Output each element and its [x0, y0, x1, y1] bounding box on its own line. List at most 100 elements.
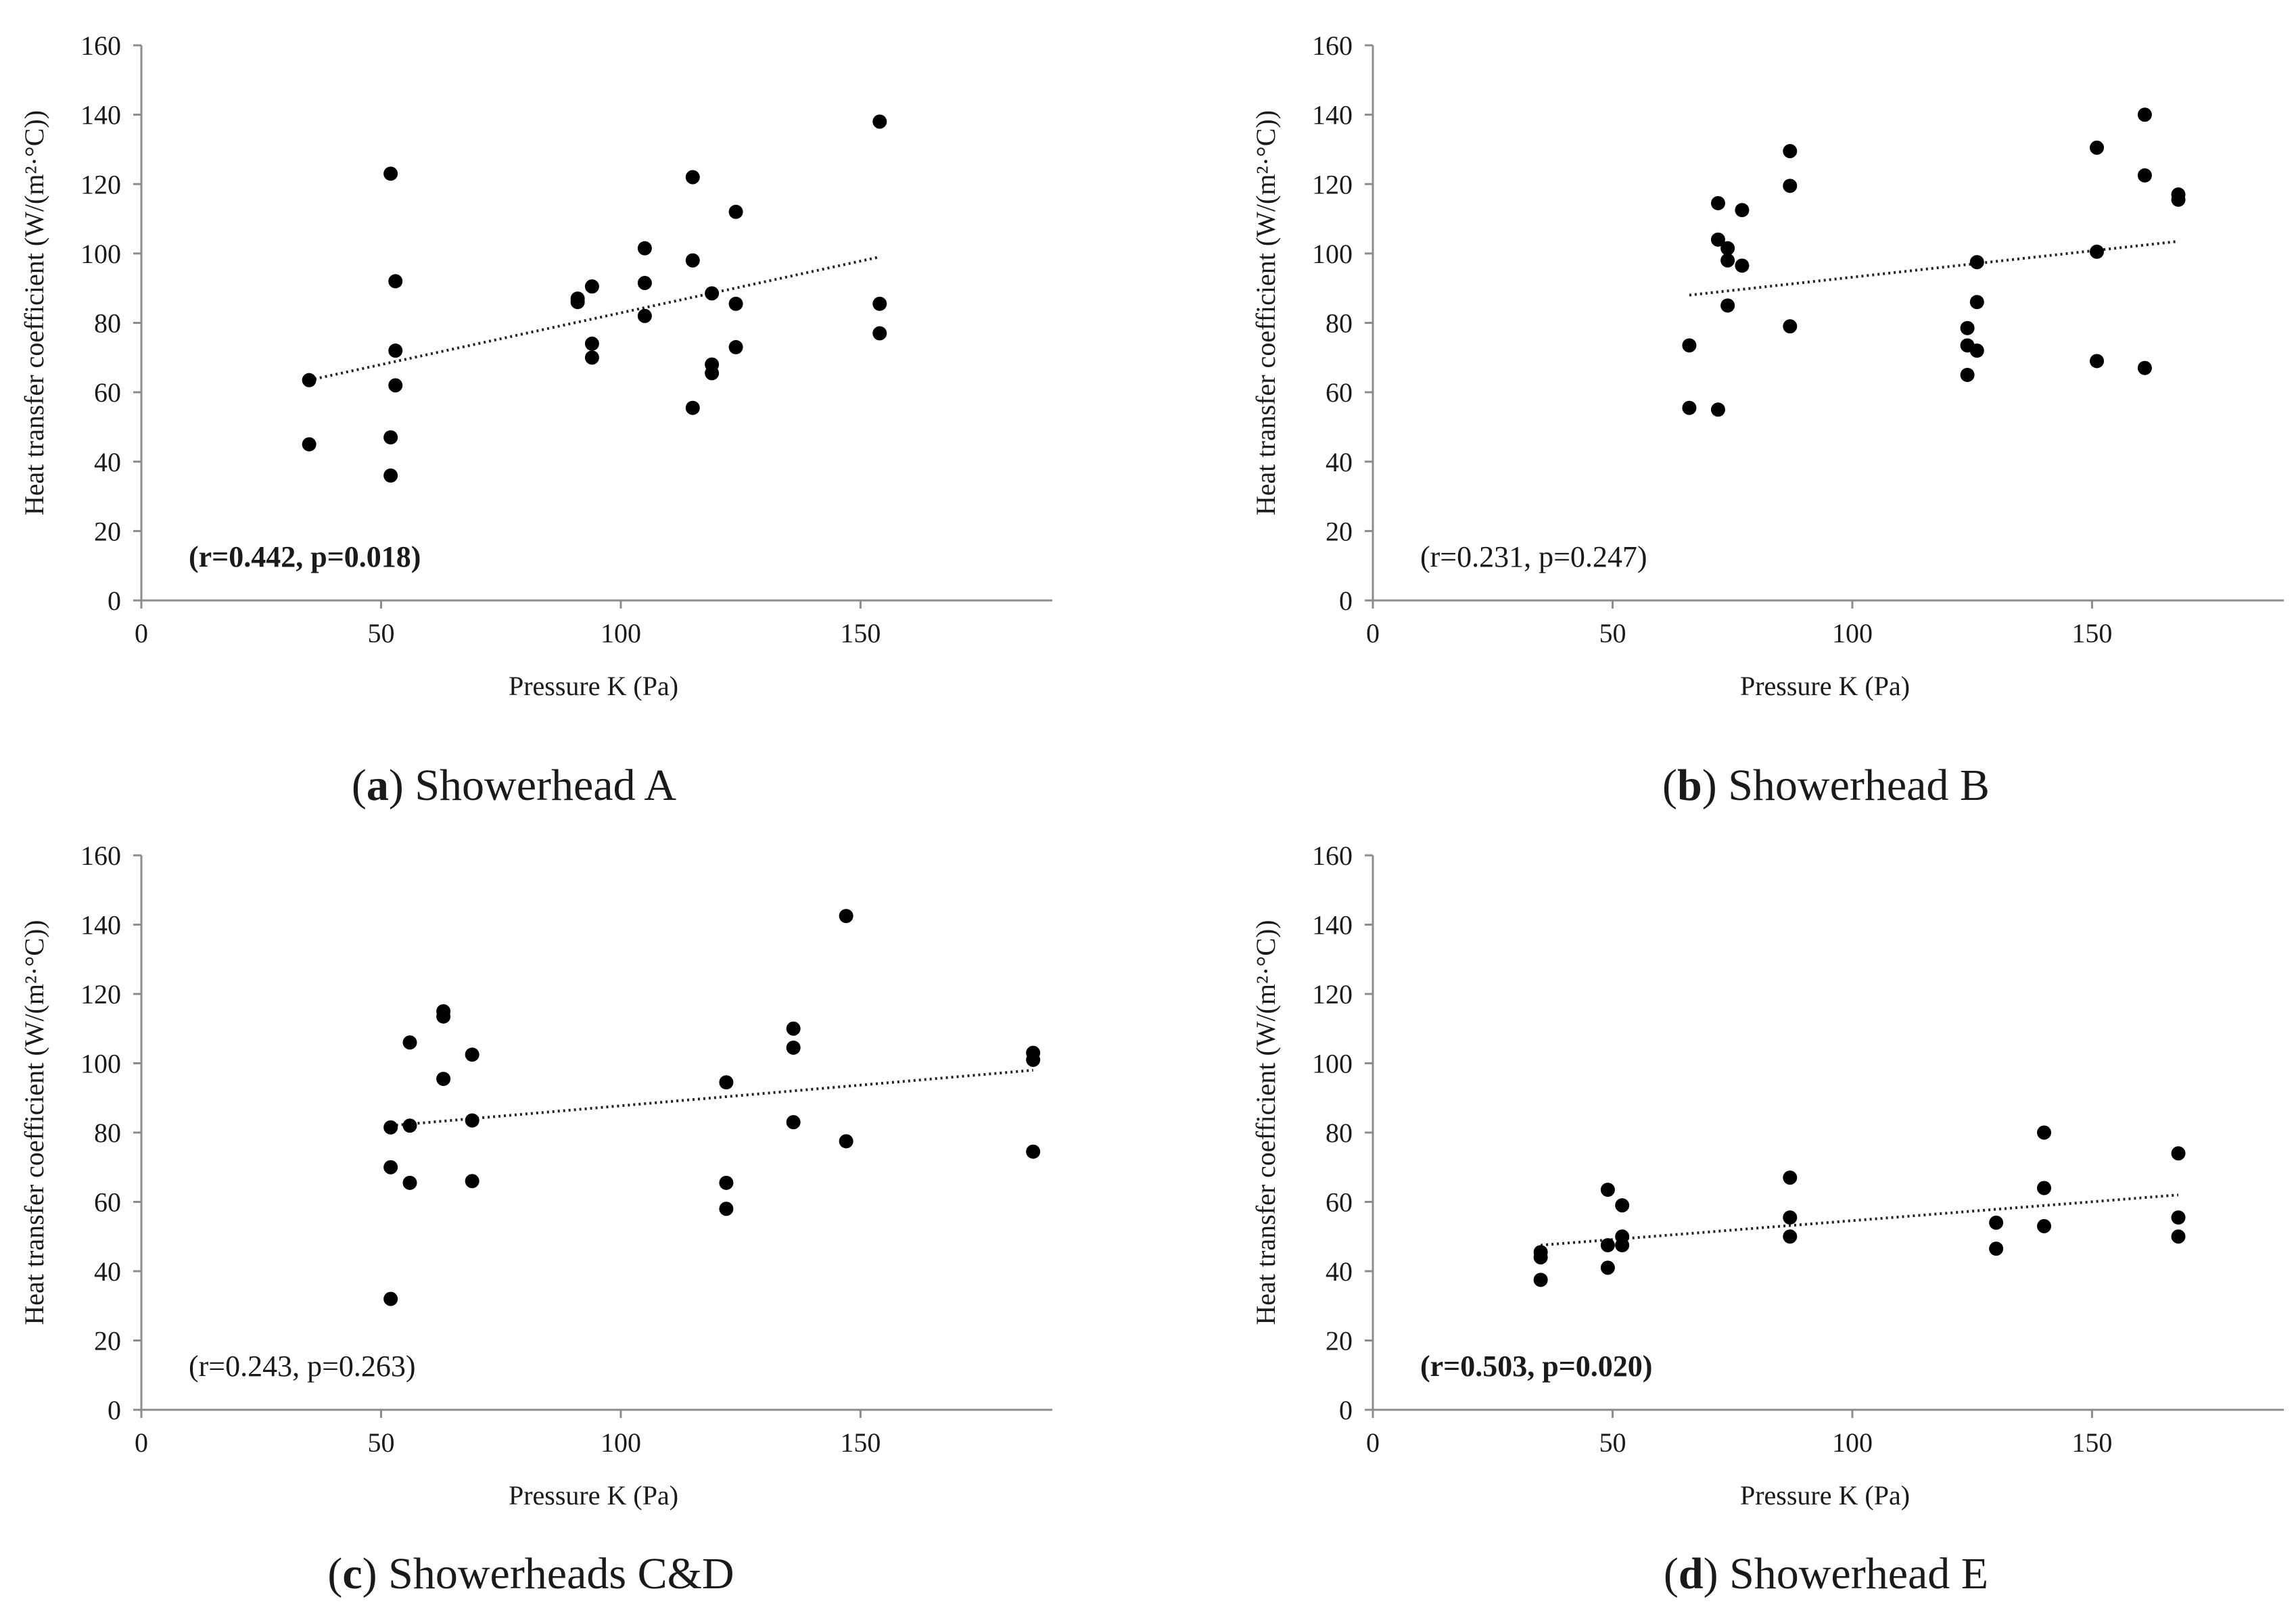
data-point: [1600, 1238, 1615, 1253]
caption-text: Showerhead B: [1728, 761, 1990, 810]
y-tick-label: 140: [1312, 910, 1353, 941]
data-point: [302, 437, 317, 452]
x-axis-title: Pressure K (Pa): [1740, 1480, 1910, 1511]
data-point: [728, 296, 743, 311]
data-point: [728, 204, 743, 219]
data-point: [786, 1115, 801, 1130]
y-tick-label: 160: [1312, 840, 1353, 871]
caption-text: Showerheads C&D: [388, 1549, 734, 1598]
data-point: [1710, 402, 1725, 417]
data-point: [436, 1072, 451, 1087]
data-point: [1783, 319, 1798, 334]
data-point: [1735, 258, 1750, 273]
data-point: [402, 1175, 417, 1190]
y-tick-label: 80: [94, 1118, 121, 1148]
y-tick-label: 160: [80, 30, 121, 61]
data-point: [584, 279, 599, 294]
correlation-annotation: (r=0.503, p=0.020): [1420, 1350, 1652, 1383]
data-point: [1533, 1250, 1548, 1264]
data-point: [872, 326, 887, 341]
y-tick-label: 80: [1326, 308, 1353, 339]
data-point: [786, 1021, 801, 1036]
x-axis-title: Pressure K (Pa): [509, 1480, 678, 1511]
data-point: [1735, 203, 1750, 218]
data-point: [2037, 1218, 2052, 1233]
data-point: [1960, 321, 1975, 335]
data-point: [705, 286, 720, 301]
y-tick-label: 40: [94, 1256, 121, 1287]
caption-paren-close: ): [1702, 761, 1728, 810]
data-point: [1720, 253, 1735, 268]
y-tick-label: 100: [80, 1049, 121, 1079]
correlation-annotation: (r=0.442, p=0.018): [189, 540, 421, 573]
x-tick-label: 0: [135, 1427, 148, 1458]
data-point: [2090, 354, 2105, 369]
data-point: [1533, 1273, 1548, 1287]
panel-b: 0 20 40 60 80 100 120 140 160 0 50 100 150 Pressure K…: [1250, 30, 2284, 810]
y-tick-label: 100: [80, 239, 121, 269]
data-point: [637, 308, 652, 323]
data-point: [1600, 1260, 1615, 1275]
data-point: [383, 430, 398, 445]
y-tick-label: 60: [1326, 1187, 1353, 1218]
trend-line: [390, 1068, 1033, 1127]
y-axis-title: Heat transfer coefficient (W/(m²·°C)): [1250, 920, 1281, 1325]
data-point: [383, 166, 398, 181]
panel-a: 0 20 40 60 80 100 120 140 160 0 50 100 150 Pressure K…: [19, 30, 1052, 810]
y-tick-label: 80: [94, 308, 121, 339]
y-tick-label: 160: [80, 840, 121, 871]
caption-paren-close: ): [389, 761, 415, 810]
data-point: [1783, 1229, 1798, 1244]
panel-c: 0 20 40 60 80 100 120 140 160 0 50 100 150 Pressure K…: [19, 840, 1052, 1598]
caption-paren-close: ): [362, 1549, 388, 1598]
y-tick-label: 120: [80, 979, 121, 1010]
data-point: [584, 350, 599, 365]
y-tick-label: 40: [1326, 1256, 1353, 1287]
y-tick-label: 80: [1326, 1118, 1353, 1148]
y-tick-label: 100: [1312, 1049, 1353, 1079]
y-tick-label: 120: [1312, 979, 1353, 1010]
y-tick-label: 140: [80, 910, 121, 941]
y-tick-label: 60: [94, 1187, 121, 1218]
data-point: [637, 275, 652, 290]
caption-label: d: [1679, 1549, 1704, 1598]
x-tick-label: 150: [2071, 1427, 2112, 1458]
x-tick-label: 100: [601, 618, 641, 648]
data-point: [1710, 232, 1725, 247]
data-point: [465, 1113, 479, 1128]
caption-paren-open: (: [327, 1549, 342, 1598]
y-tick-label: 40: [94, 447, 121, 477]
y-tick-label: 20: [94, 1326, 121, 1356]
data-point: [786, 1040, 801, 1055]
data-point: [2090, 140, 2105, 155]
data-point: [1783, 179, 1798, 193]
data-point: [388, 343, 403, 358]
data-point: [383, 1120, 398, 1135]
data-point: [1783, 1170, 1798, 1185]
panel-caption: (c) Showerheads C&D: [327, 1549, 734, 1598]
panel-caption: (d) Showerhead E: [1664, 1549, 1988, 1598]
data-point: [728, 339, 743, 354]
data-point: [2171, 1210, 2186, 1225]
y-tick-label: 20: [1326, 516, 1353, 546]
data-point: [1989, 1241, 2004, 1256]
data-point: [685, 400, 700, 415]
trend-line: [1540, 1193, 2179, 1247]
data-point: [1720, 298, 1735, 313]
panel-d: 0 20 40 60 80 100 120 140 160 0 50 100 150 Pressure K…: [1250, 840, 2284, 1598]
data-point: [383, 1160, 398, 1174]
data-point: [1960, 367, 1975, 382]
y-tick-label: 160: [1312, 30, 1353, 61]
data-point: [1615, 1198, 1630, 1213]
data-point: [1989, 1215, 2004, 1230]
data-point: [1615, 1238, 1630, 1253]
data-point: [685, 253, 700, 268]
caption-label: c: [342, 1549, 362, 1598]
data-point: [2171, 1229, 2186, 1244]
data-point: [1783, 144, 1798, 159]
correlation-annotation: (r=0.243, p=0.263): [189, 1350, 416, 1383]
data-point: [2137, 168, 2152, 183]
data-point: [402, 1035, 417, 1050]
x-axis-title: Pressure K (Pa): [1740, 671, 1910, 701]
data-point: [570, 295, 585, 310]
